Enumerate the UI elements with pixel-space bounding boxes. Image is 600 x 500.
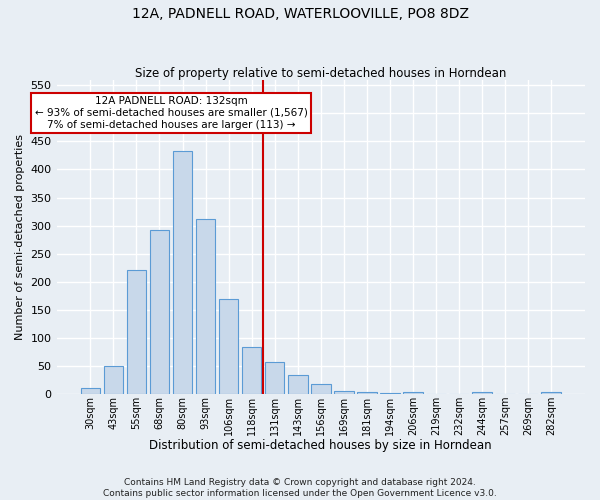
Bar xyxy=(219,299,238,394)
Bar xyxy=(311,384,331,394)
Text: Contains HM Land Registry data © Crown copyright and database right 2024.
Contai: Contains HM Land Registry data © Crown c… xyxy=(103,478,497,498)
Bar xyxy=(403,392,423,394)
Bar xyxy=(196,219,215,394)
Bar xyxy=(173,152,193,394)
Text: 12A, PADNELL ROAD, WATERLOOVILLE, PO8 8DZ: 12A, PADNELL ROAD, WATERLOOVILLE, PO8 8D… xyxy=(131,8,469,22)
Bar xyxy=(288,375,308,394)
Bar xyxy=(357,392,377,394)
Bar xyxy=(127,270,146,394)
Bar xyxy=(242,346,262,395)
Bar xyxy=(334,390,353,394)
Y-axis label: Number of semi-detached properties: Number of semi-detached properties xyxy=(15,134,25,340)
Title: Size of property relative to semi-detached houses in Horndean: Size of property relative to semi-detach… xyxy=(135,66,506,80)
Bar xyxy=(472,392,492,394)
Bar xyxy=(149,230,169,394)
Bar xyxy=(380,393,400,394)
Bar xyxy=(265,362,284,394)
Bar xyxy=(80,388,100,394)
X-axis label: Distribution of semi-detached houses by size in Horndean: Distribution of semi-detached houses by … xyxy=(149,440,492,452)
Text: 12A PADNELL ROAD: 132sqm
← 93% of semi-detached houses are smaller (1,567)
7% of: 12A PADNELL ROAD: 132sqm ← 93% of semi-d… xyxy=(35,96,307,130)
Bar xyxy=(104,366,123,394)
Bar xyxy=(541,392,561,394)
